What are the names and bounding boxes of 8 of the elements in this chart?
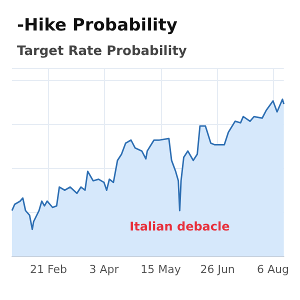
x-tick-label: 6 Aug xyxy=(257,263,290,276)
x-tick-label: 26 Jun xyxy=(200,263,235,276)
x-tick-label: 21 Feb xyxy=(30,263,68,276)
x-tick-label: 15 May xyxy=(140,263,182,276)
x-tick-label: 3 Apr xyxy=(89,263,120,276)
chart-subtitle: Target Rate Probability xyxy=(17,44,188,59)
annotation: Italian debacle xyxy=(130,220,230,234)
chart-title: -Hike Probability xyxy=(17,16,178,36)
